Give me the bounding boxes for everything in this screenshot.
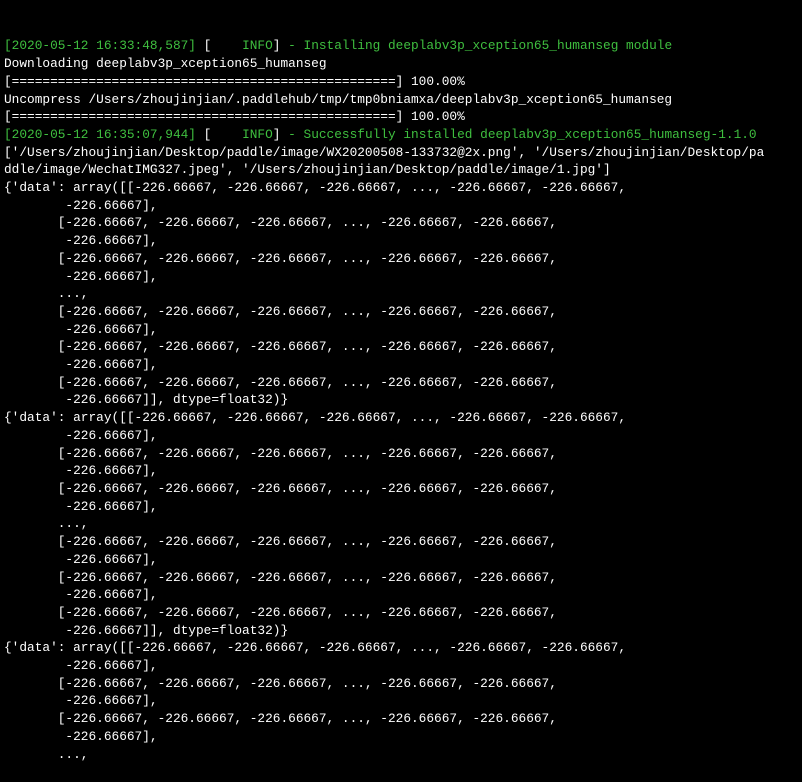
- array-row: [-226.66667, -226.66667, -226.66667, ...…: [4, 339, 557, 354]
- array-row: -226.66667],: [4, 729, 158, 744]
- array-row: -226.66667],: [4, 587, 158, 602]
- array-row: [-226.66667, -226.66667, -226.66667, ...…: [4, 481, 557, 496]
- uncompress-line: Uncompress /Users/zhoujinjian/.paddlehub…: [4, 92, 672, 107]
- array-row: -226.66667],: [4, 463, 158, 478]
- array-ellipsis: ...,: [4, 747, 88, 762]
- array-row: [-226.66667, -226.66667, -226.66667, ...…: [4, 711, 557, 726]
- path-list: ['/Users/zhoujinjian/Desktop/paddle/imag…: [4, 145, 764, 160]
- log-msg: - Installing deeplabv3p_xception65_human…: [280, 38, 672, 53]
- array-open: {'data': array([[-226.66667, -226.66667,…: [4, 180, 626, 195]
- array-ellipsis: ...,: [4, 516, 88, 531]
- terminal-output: [2020-05-12 16:33:48,587] [ INFO] - Inst…: [0, 35, 802, 765]
- log-msg: - Successfully installed deeplabv3p_xcep…: [280, 127, 756, 142]
- array-row: [-226.66667, -226.66667, -226.66667, ...…: [4, 446, 557, 461]
- path-list: ddle/image/WechatIMG327.jpeg', '/Users/z…: [4, 162, 611, 177]
- array-close: -226.66667]], dtype=float32)}: [4, 623, 288, 638]
- array-open: {'data': array([[-226.66667, -226.66667,…: [4, 640, 626, 655]
- array-close: -226.66667]], dtype=float32)}: [4, 392, 288, 407]
- array-row: -226.66667],: [4, 693, 158, 708]
- log-bracket: [: [196, 38, 211, 53]
- array-row: [-226.66667, -226.66667, -226.66667, ...…: [4, 375, 557, 390]
- array-row: [-226.66667, -226.66667, -226.66667, ...…: [4, 570, 557, 585]
- array-row: -226.66667],: [4, 428, 158, 443]
- log-ts: [2020-05-12 16:33:48,587]: [4, 38, 196, 53]
- array-open: {'data': array([[-226.66667, -226.66667,…: [4, 410, 626, 425]
- array-row: -226.66667],: [4, 269, 158, 284]
- array-row: -226.66667],: [4, 499, 158, 514]
- download-line: Downloading deeplabv3p_xception65_humans…: [4, 56, 327, 71]
- array-ellipsis: ...,: [4, 286, 88, 301]
- array-row: -226.66667],: [4, 233, 158, 248]
- array-row: -226.66667],: [4, 552, 158, 567]
- array-row: [-226.66667, -226.66667, -226.66667, ...…: [4, 605, 557, 620]
- array-row: [-226.66667, -226.66667, -226.66667, ...…: [4, 304, 557, 319]
- array-row: [-226.66667, -226.66667, -226.66667, ...…: [4, 676, 557, 691]
- log-bracket: [: [196, 127, 211, 142]
- array-row: -226.66667],: [4, 322, 158, 337]
- array-row: -226.66667],: [4, 198, 158, 213]
- log-level: INFO: [211, 127, 272, 142]
- progress-bar: [=======================================…: [4, 109, 465, 124]
- array-row: [-226.66667, -226.66667, -226.66667, ...…: [4, 215, 557, 230]
- array-row: [-226.66667, -226.66667, -226.66667, ...…: [4, 534, 557, 549]
- array-row: -226.66667],: [4, 357, 158, 372]
- log-ts: [2020-05-12 16:35:07,944]: [4, 127, 196, 142]
- array-row: -226.66667],: [4, 658, 158, 673]
- log-level: INFO: [211, 38, 272, 53]
- array-row: [-226.66667, -226.66667, -226.66667, ...…: [4, 251, 557, 266]
- progress-bar: [=======================================…: [4, 74, 465, 89]
